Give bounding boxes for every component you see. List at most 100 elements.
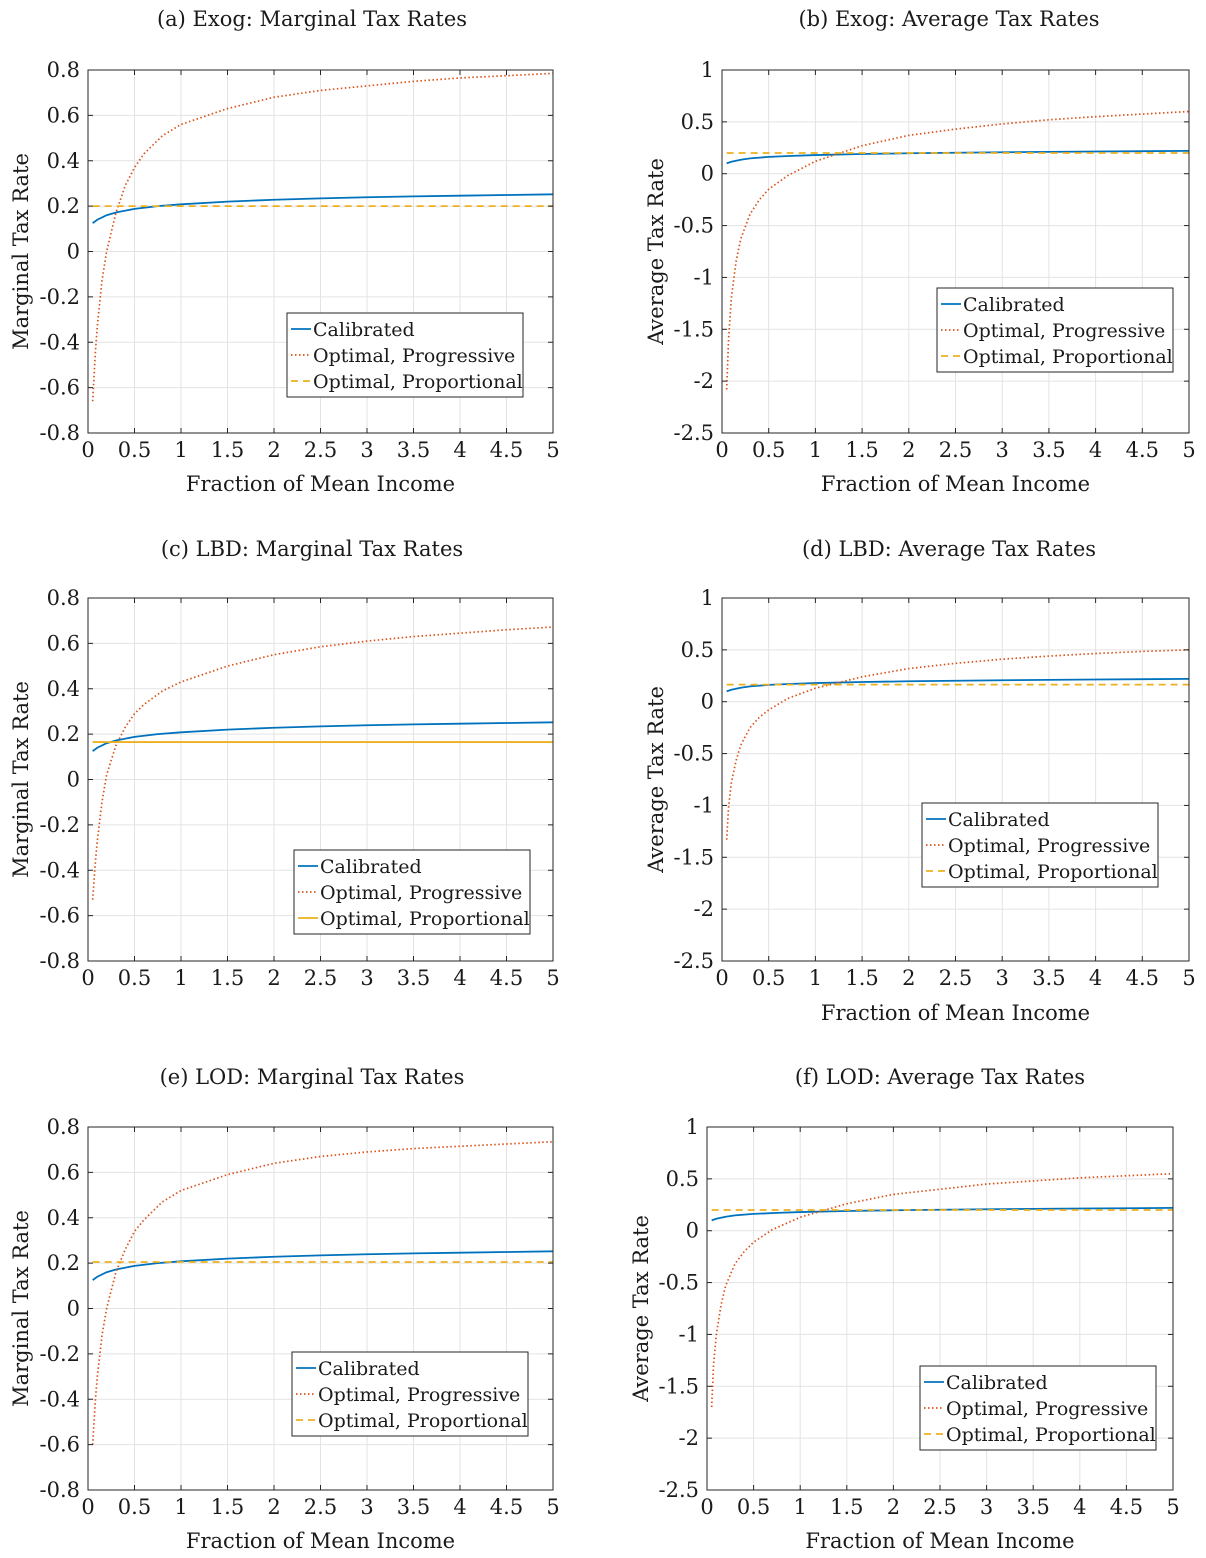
chart-panel-f: (f) LOD: Average Tax Rates 0 0.5 1 1.5 2 2.5 3 3…: [629, 1065, 1180, 1553]
y-tick-label: -1: [679, 1322, 699, 1346]
y-tick-label: -1: [694, 793, 714, 817]
x-tick-label: 5: [1182, 966, 1195, 990]
x-tick-label: 2: [267, 966, 280, 990]
x-tick-label: 4: [1089, 438, 1102, 462]
y-tick-label: -0.4: [40, 1387, 81, 1411]
x-tick-label: 2.5: [304, 966, 337, 990]
legend-entry: Optimal, Progressive: [320, 882, 522, 904]
x-tick-label: 1: [809, 438, 822, 462]
y-tick-label: 0.5: [666, 1167, 699, 1191]
x-tick-label: 4.5: [1110, 1495, 1143, 1519]
x-axis-label: Fraction of Mean Income: [186, 1529, 455, 1553]
x-axis-label: Fraction of Mean Income: [821, 472, 1090, 496]
y-tick-label: 0.4: [47, 677, 80, 701]
x-tick-label: 1: [174, 1495, 187, 1519]
y-tick-label: 0.8: [47, 58, 80, 82]
series-line-optimal-progressive: [91, 72, 553, 402]
y-tick-label: -2: [679, 1426, 699, 1450]
x-tick-label: 3: [996, 438, 1009, 462]
y-tick-label: 1: [701, 586, 714, 610]
x-tick-label: 1.5: [211, 438, 244, 462]
x-tick-label: 1.5: [830, 1495, 863, 1519]
series-line-optimal-progressive: [91, 626, 553, 900]
legend: Calibrated Optimal, Progressive Optimal, P…: [919, 1365, 1157, 1451]
x-tick-label: 0.5: [118, 966, 151, 990]
y-tick-label: -0.4: [40, 330, 81, 354]
legend-entry: Optimal, Proportional: [948, 861, 1158, 883]
x-tick-label: 4.5: [490, 438, 523, 462]
y-tick-label: -1.5: [659, 1374, 700, 1398]
chart-title-a: (a) Exog: Marginal Tax Rates: [157, 7, 467, 31]
legend-box: [919, 1365, 1157, 1451]
chart-panel-a: (a) Exog: Marginal Tax Rates 0 0.5 1 1.5 2 2.5…: [9, 7, 560, 496]
x-tick-label: 2.5: [939, 966, 972, 990]
x-tick-label: 4.5: [490, 1495, 523, 1519]
y-tick-label: -2: [694, 369, 714, 393]
legend-entry: Optimal, Progressive: [948, 835, 1150, 857]
x-tick-label: 0.5: [118, 438, 151, 462]
series-line-optimal-progressive: [91, 1140, 553, 1445]
y-tick-label: 0.2: [47, 194, 80, 218]
legend-entry: Calibrated: [320, 856, 422, 878]
legend: Calibrated Optimal, Progressive Optimal, P…: [936, 287, 1174, 373]
x-tick-label: 3.5: [397, 1495, 430, 1519]
y-tick-label: -0.4: [40, 858, 81, 882]
legend-box: [293, 849, 531, 935]
x-tick-label: 4: [1073, 1495, 1086, 1519]
legend: Calibrated Optimal, Progressive Optimal, P…: [293, 849, 531, 935]
y-axis-label: Marginal Tax Rate: [9, 1210, 33, 1407]
series-line-optimal-progressive: [725, 649, 1189, 840]
x-tick-label: 3: [360, 966, 373, 990]
legend-entry: Optimal, Progressive: [963, 320, 1165, 342]
series-line-calibrated: [92, 193, 553, 224]
x-axis-label: Fraction of Mean Income: [805, 1529, 1074, 1553]
y-tick-label: 0: [67, 1297, 80, 1321]
y-tick-label: -0.8: [40, 1478, 81, 1502]
y-tick-label: 0.8: [47, 586, 80, 610]
legend-entry: Calibrated: [313, 319, 415, 341]
legend-entry: Optimal, Progressive: [946, 1398, 1148, 1420]
y-axis-label: Average Tax Rate: [644, 686, 668, 874]
x-tick-label: 1: [794, 1495, 807, 1519]
x-tick-label: 1.5: [845, 438, 878, 462]
x-tick-label: 4: [453, 1495, 466, 1519]
y-tick-label: 0.6: [47, 103, 80, 127]
x-tick-label: 4.5: [490, 966, 523, 990]
x-tick-label: 2: [267, 1495, 280, 1519]
x-tick-label: 2: [267, 438, 280, 462]
chart-title-e: (e) LOD: Marginal Tax Rates: [160, 1065, 465, 1089]
x-tick-label: 3: [980, 1495, 993, 1519]
x-axis-label: Fraction of Mean Income: [821, 1001, 1090, 1025]
y-tick-label: -0.8: [40, 421, 81, 445]
x-tick-label: 3: [360, 1495, 373, 1519]
x-tick-label: 3.5: [397, 966, 430, 990]
y-tick-label: 0: [701, 162, 714, 186]
x-tick-label: 2: [902, 966, 915, 990]
legend-entry: Calibrated: [948, 809, 1050, 831]
x-tick-label: 4.5: [1126, 966, 1159, 990]
y-tick-label: -0.5: [674, 742, 715, 766]
chart-title-d: (d) LBD: Average Tax Rates: [802, 537, 1096, 561]
y-axis-label: Average Tax Rate: [644, 158, 668, 346]
x-tick-label: 0: [715, 438, 728, 462]
y-tick-label: -0.6: [40, 904, 81, 928]
y-tick-label: -0.2: [40, 285, 81, 309]
y-tick-label: -0.5: [674, 214, 715, 238]
x-tick-label: 5: [546, 966, 559, 990]
x-tick-label: 3.5: [1016, 1495, 1049, 1519]
x-tick-label: 0.5: [752, 438, 785, 462]
chart-panel-b: (b) Exog: Average Tax Rates 0 0.5 1 1.5 2 2.5 3…: [644, 7, 1196, 496]
x-tick-label: 0: [81, 966, 94, 990]
y-tick-label: -2.5: [659, 1478, 700, 1502]
y-tick-label: -2.5: [674, 949, 715, 973]
x-tick-label: 4: [453, 966, 466, 990]
x-tick-label: 3: [360, 438, 373, 462]
y-tick-label: -0.6: [40, 1433, 81, 1457]
chart-panel-e: (e) LOD: Marginal Tax Rates 0 0.5 1 1.5 2 2.5 3…: [9, 1065, 560, 1553]
y-tick-label: -0.5: [659, 1271, 700, 1295]
x-tick-label: 2.5: [304, 438, 337, 462]
y-tick-label: -1.5: [674, 845, 715, 869]
y-tick-label: -2: [694, 897, 714, 921]
chart-title-c: (c) LBD: Marginal Tax Rates: [161, 537, 463, 561]
